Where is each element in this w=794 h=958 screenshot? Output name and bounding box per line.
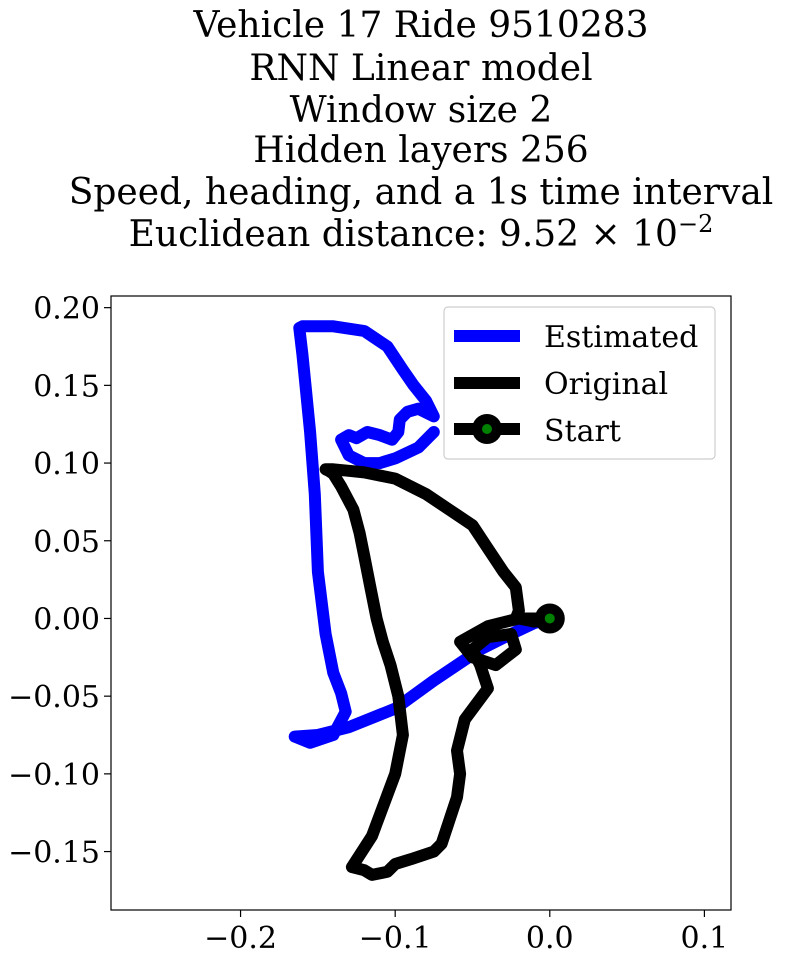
y-tick-label: 0.15 — [33, 369, 100, 404]
title-line-6: Euclidean distance: 9.52 × 10−2 — [129, 210, 714, 255]
legend-start-marker-dot — [482, 424, 492, 434]
y-tick-label: 0.00 — [33, 602, 100, 637]
legend-start-label: Start — [544, 414, 621, 449]
x-tick-label: −0.1 — [359, 921, 432, 956]
x-tick-label: −0.2 — [204, 921, 277, 956]
y-tick-label: 0.10 — [33, 447, 100, 482]
legend: Estimated Original Start — [443, 306, 716, 460]
legend-estimated-label: Estimated — [544, 320, 698, 355]
title-line-4: Hidden layers 256 — [253, 130, 588, 171]
x-tick-label: 0.1 — [681, 921, 729, 956]
start-marker-dot — [544, 613, 555, 624]
title-metric: Euclidean distance: 9.52 × 10 — [129, 214, 678, 255]
y-axis: 0.20 0.15 0.10 0.05 0.00 −0.05 −0.10 −0.15 — [8, 292, 111, 871]
series-layer — [288, 320, 565, 881]
x-axis: −0.2 −0.1 0.0 0.1 — [204, 910, 728, 956]
title-line-2: RNN Linear model — [249, 48, 592, 89]
title-line-5: Speed, heading, and a 1s time interval — [69, 172, 774, 213]
x-tick-label: 0.0 — [526, 921, 574, 956]
y-tick-label: −0.15 — [8, 836, 100, 871]
legend-box — [443, 306, 716, 460]
y-tick-label: 0.20 — [33, 292, 100, 327]
y-tick-label: 0.05 — [33, 525, 100, 560]
chart-title: Vehicle 17 Ride 9510283 RNN Linear model… — [69, 5, 774, 255]
y-tick-label: −0.05 — [8, 680, 100, 715]
legend-original-label: Original — [544, 367, 668, 402]
title-line-3: Window size 2 — [290, 90, 553, 131]
title-metric-exponent: −2 — [678, 210, 713, 238]
series-estimated-line — [288, 320, 556, 749]
series-original-line — [319, 463, 556, 881]
y-tick-label: −0.10 — [8, 758, 100, 793]
plot-frame — [110, 295, 732, 911]
title-line-1: Vehicle 17 Ride 9510283 — [192, 5, 648, 46]
